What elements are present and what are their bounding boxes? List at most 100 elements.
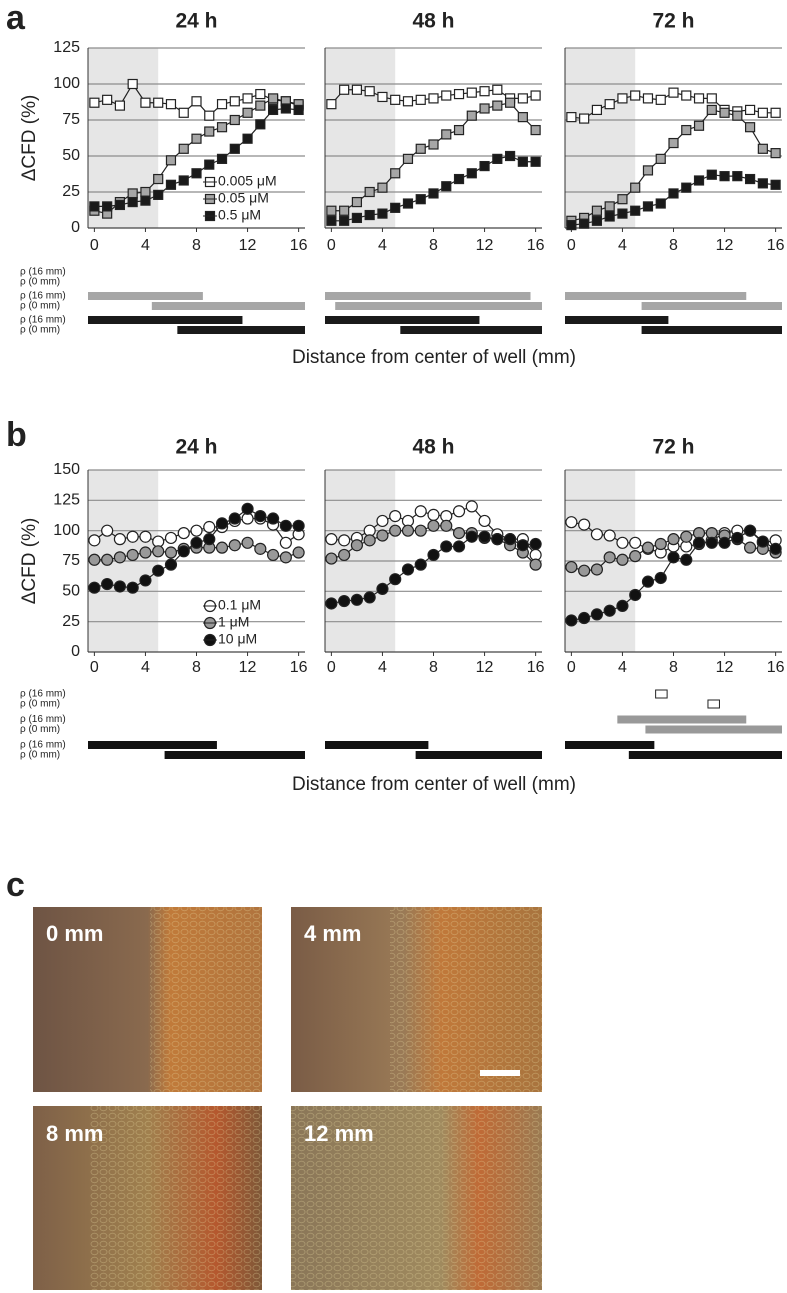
legend-label: 0.05 μM: [218, 190, 269, 206]
marker: [466, 87, 477, 98]
significance-bar: [565, 292, 747, 300]
marker: [241, 536, 254, 549]
significance-bar: [325, 741, 429, 749]
marker: [126, 530, 139, 543]
panel-label: c: [6, 866, 25, 904]
marker: [414, 524, 427, 537]
marker: [153, 189, 164, 200]
marker: [190, 524, 203, 537]
x-tick-label: 16: [767, 659, 785, 676]
marker: [164, 558, 178, 571]
marker: [491, 533, 504, 546]
marker: [655, 94, 666, 105]
marker: [530, 124, 541, 136]
marker: [642, 201, 654, 212]
marker: [191, 96, 202, 107]
marker: [654, 571, 667, 585]
marker: [113, 533, 127, 546]
marker: [641, 575, 655, 588]
y-tick-label: 100: [53, 75, 80, 92]
significance-bar: [88, 741, 217, 749]
marker: [604, 201, 615, 212]
marker: [242, 93, 253, 104]
marker: [629, 550, 642, 563]
marker: [339, 84, 350, 95]
cell-texture: [150, 907, 262, 1092]
marker: [165, 179, 177, 190]
marker: [744, 122, 756, 133]
marker: [178, 175, 189, 186]
marker: [191, 168, 202, 179]
marker: [88, 553, 101, 566]
micrograph-label: 0 mm: [46, 921, 103, 946]
marker: [492, 84, 503, 95]
marker: [706, 93, 717, 104]
marker: [743, 541, 757, 554]
marker: [215, 517, 229, 530]
y-tick-label: 0: [71, 643, 80, 660]
marker: [325, 533, 338, 546]
significance-bar: [325, 292, 531, 300]
marker: [255, 88, 266, 100]
marker: [402, 198, 414, 209]
marker: [376, 514, 389, 528]
marker: [390, 94, 401, 105]
micrograph-label: 12 mm: [304, 1121, 374, 1146]
marker: [292, 519, 305, 532]
marker: [478, 530, 491, 543]
marker: [681, 90, 692, 101]
marker: [629, 588, 642, 602]
rho-label: ρ (0 mm): [20, 699, 60, 710]
marker: [530, 156, 541, 167]
marker: [732, 110, 743, 121]
marker: [655, 198, 666, 209]
x-tick-label: 12: [239, 237, 257, 254]
marker: [364, 86, 375, 97]
marker: [228, 512, 241, 525]
x-tick-label: 16: [527, 237, 545, 254]
marker: [139, 574, 152, 587]
marker: [427, 508, 440, 521]
marker: [681, 182, 692, 193]
x-tick-label: 8: [429, 237, 438, 254]
x-tick-label: 12: [716, 237, 734, 254]
marker: [428, 139, 439, 150]
marker: [517, 112, 528, 123]
marker: [389, 510, 402, 523]
legend-label: 0.1 μM: [218, 597, 261, 613]
marker: [280, 103, 291, 114]
y-tick-label: 75: [62, 552, 80, 569]
marker: [667, 533, 680, 546]
marker: [114, 199, 126, 211]
marker: [465, 500, 478, 513]
marker: [578, 518, 591, 531]
marker: [529, 537, 542, 551]
rho-label: ρ (16 mm): [20, 291, 66, 302]
significance-bar: [415, 751, 542, 759]
marker: [326, 205, 337, 216]
marker: [757, 178, 768, 189]
marker: [203, 533, 216, 546]
rho-label: ρ (0 mm): [20, 325, 60, 336]
marker: [590, 563, 604, 576]
marker: [415, 194, 426, 205]
marker: [377, 208, 388, 219]
marker: [590, 608, 604, 621]
rho-label: ρ (0 mm): [20, 277, 60, 288]
marker: [229, 143, 240, 154]
marker: [363, 591, 376, 604]
marker: [453, 124, 465, 136]
marker: [229, 114, 240, 126]
marker: [414, 558, 427, 571]
marker: [579, 218, 590, 229]
marker: [579, 113, 590, 124]
marker: [427, 548, 440, 562]
marker: [466, 168, 477, 179]
chart-title: 72 h: [652, 10, 694, 33]
significance-bar: [164, 751, 305, 759]
marker: [744, 173, 756, 185]
marker: [578, 564, 591, 577]
cell-texture: [291, 1106, 542, 1290]
marker: [603, 529, 616, 542]
rho-label: ρ (16 mm): [20, 689, 66, 700]
